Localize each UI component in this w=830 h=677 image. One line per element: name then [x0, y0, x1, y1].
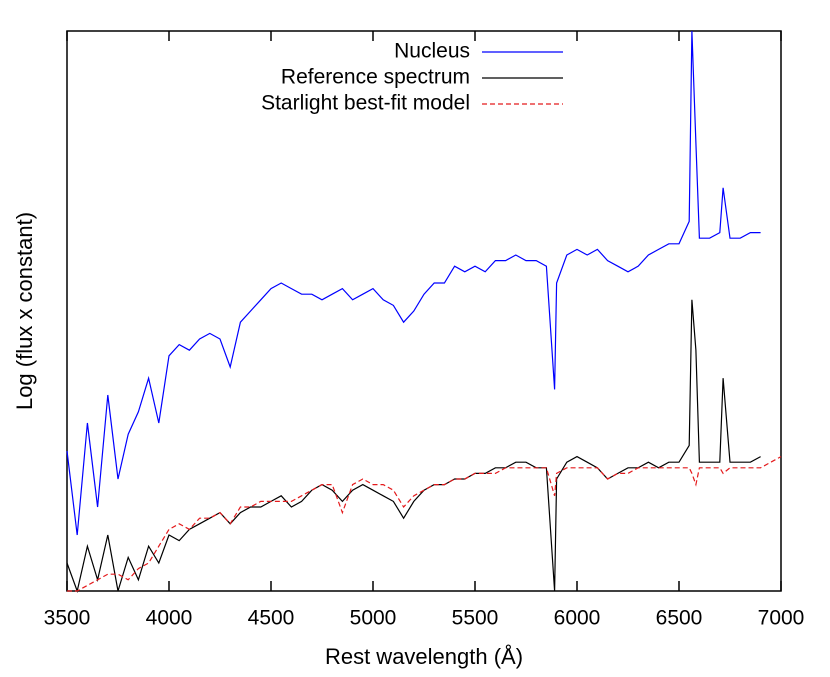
x-tick-label: 5000	[350, 607, 397, 630]
legend-label: Starlight best-fit model	[261, 92, 470, 115]
x-tick-label: 7000	[758, 607, 805, 630]
y-axis-label: Log (flux x constant)	[12, 212, 37, 410]
legend-label: Nucleus	[394, 40, 470, 63]
x-tick-label: 3500	[44, 607, 91, 630]
x-tick-label: 6500	[656, 607, 703, 630]
x-tick-label: 5500	[452, 607, 499, 630]
spectrum-line	[67, 456, 782, 592]
x-tick-label: 4000	[146, 607, 193, 630]
spectrum-line	[66, 299, 761, 594]
spectrum-line	[66, 30, 761, 536]
x-tick-label: 6000	[554, 607, 601, 630]
legend-label: Reference spectrum	[281, 66, 470, 89]
x-axis-label: Rest wavelength (Å)	[325, 644, 523, 669]
x-tick-label: 4500	[248, 607, 295, 630]
plot-frame	[66, 30, 782, 592]
